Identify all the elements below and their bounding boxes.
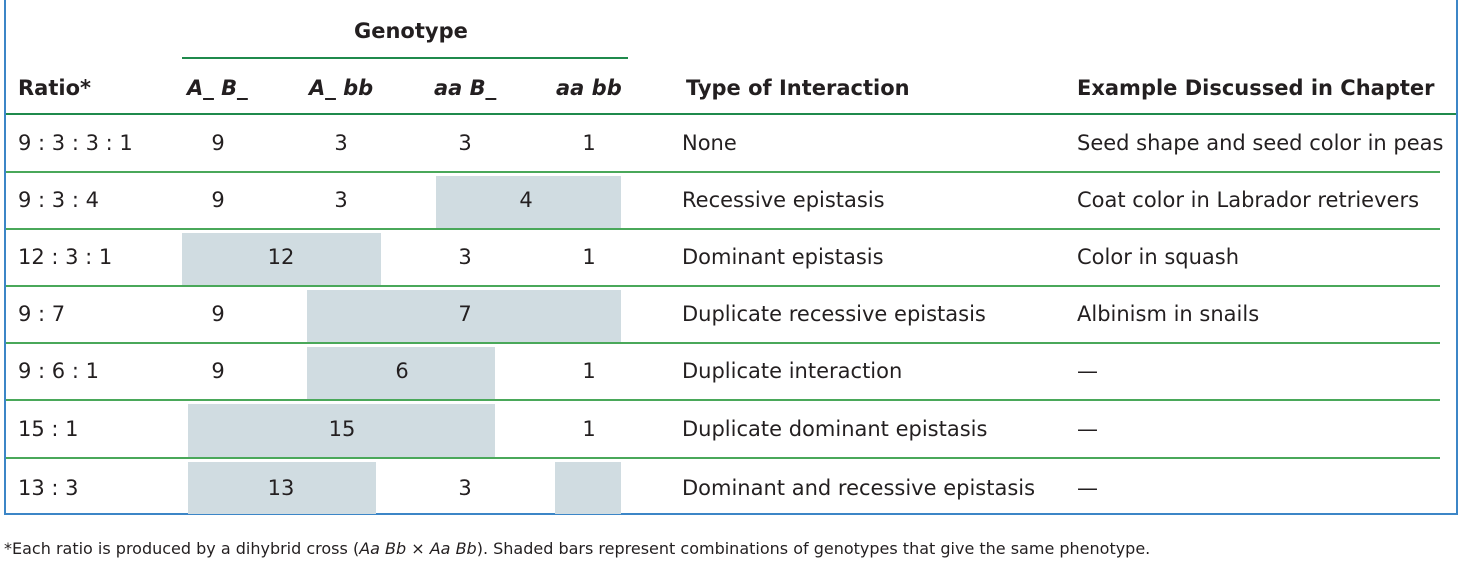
- table-cell-ratio: 13 : 3: [18, 476, 79, 500]
- table-cell-merged: 7: [458, 302, 472, 326]
- table-cell-merged: 12: [267, 245, 295, 269]
- genotype-group-header: Genotype: [354, 19, 468, 43]
- row-divider: [6, 342, 1440, 344]
- table-cell: 1: [582, 131, 596, 155]
- row-divider: [6, 399, 1440, 401]
- table-cell: 9: [211, 131, 225, 155]
- row-divider: [6, 228, 1440, 230]
- row-divider: [6, 285, 1440, 287]
- table-cell-ratio: 15 : 1: [18, 417, 79, 441]
- table-cell-example: Coat color in Labrador retrievers: [1077, 188, 1420, 212]
- table-cell-merged: 13: [267, 476, 295, 500]
- table-cell-ratio: 9 : 3 : 3 : 1: [18, 131, 133, 155]
- table-cell: 3: [458, 245, 472, 269]
- table-cell: 1: [582, 359, 596, 383]
- table-cell: 9: [211, 359, 225, 383]
- table-cell-example: —: [1077, 417, 1098, 441]
- table-cell-merged: 6: [395, 359, 409, 383]
- table-cell: 9: [211, 302, 225, 326]
- table-cell-interaction: Recessive epistasis: [682, 188, 885, 212]
- table-cell-ratio: 12 : 3 : 1: [18, 245, 113, 269]
- ratio-header: Ratio*: [18, 76, 91, 100]
- table-frame: [4, 0, 1458, 515]
- example-header: Example Discussed in Chapter: [1077, 76, 1435, 100]
- shade-bar: [436, 176, 621, 228]
- row-divider: [6, 171, 1440, 173]
- footnote: *Each ratio is produced by a dihybrid cr…: [4, 539, 1151, 558]
- table-cell-example: Seed shape and seed color in peas: [1077, 131, 1444, 155]
- genotype-header-aab: aa B_: [434, 76, 497, 100]
- table-cell: 3: [334, 131, 348, 155]
- table-cell-merged: 15: [328, 417, 356, 441]
- table-cell-interaction: Duplicate dominant epistasis: [682, 417, 988, 441]
- table-cell: 9: [211, 188, 225, 212]
- genotype-header-ab: A_ B_: [187, 76, 248, 100]
- header-rule: [6, 113, 1456, 115]
- table-cell-example: —: [1077, 359, 1098, 383]
- shade-bar: [307, 347, 495, 399]
- shade-bar: [307, 290, 621, 342]
- table-cell-example: Color in squash: [1077, 245, 1240, 269]
- shade-bar: [182, 233, 381, 285]
- table-cell: 3: [458, 476, 472, 500]
- shade-bar: [555, 462, 621, 514]
- genotype-group-rule: [182, 57, 628, 59]
- table-cell-interaction: Duplicate recessive epistasis: [682, 302, 986, 326]
- table-cell: 3: [458, 131, 472, 155]
- genotype-header-aabb: aa bb: [556, 76, 622, 100]
- table-cell: 1: [582, 245, 596, 269]
- table-cell-ratio: 9 : 3 : 4: [18, 188, 99, 212]
- table-cell-ratio: 9 : 6 : 1: [18, 359, 99, 383]
- table-cell-ratio: 9 : 7: [18, 302, 66, 326]
- interaction-header: Type of Interaction: [686, 76, 910, 100]
- table-cell-example: Albinism in snails: [1077, 302, 1260, 326]
- genotype-header-abb: A_ bb: [309, 76, 374, 100]
- table-cell: 1: [582, 417, 596, 441]
- table-cell-interaction: Dominant and recessive epistasis: [682, 476, 1036, 500]
- table-cell-merged: 4: [519, 188, 533, 212]
- shade-bar: [188, 462, 376, 514]
- table-cell-interaction: Duplicate interaction: [682, 359, 903, 383]
- table-cell-example: —: [1077, 476, 1098, 500]
- shade-bar: [188, 404, 495, 457]
- table-cell: 3: [334, 188, 348, 212]
- table-cell-interaction: None: [682, 131, 737, 155]
- row-divider: [6, 457, 1440, 459]
- table-cell-interaction: Dominant epistasis: [682, 245, 884, 269]
